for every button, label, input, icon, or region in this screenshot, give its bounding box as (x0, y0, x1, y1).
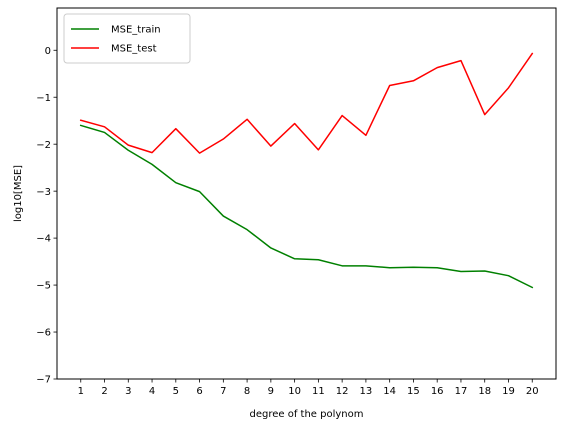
series-line-mse-train (79, 124, 534, 289)
plot-frame (56, 7, 557, 380)
series-lines (79, 52, 534, 289)
legend-frame (63, 13, 191, 64)
legend-label-mse-test: MSE_test (111, 44, 157, 55)
y-tick-label: −6 (36, 328, 51, 339)
y-axis-label: log10[MSE] (13, 165, 24, 222)
x-tick-label: 6 (196, 386, 202, 397)
x-tick-label: 11 (312, 386, 325, 397)
x-tick-label: 18 (478, 386, 491, 397)
y-tick-label: 0 (45, 46, 51, 57)
y-tick-label: −4 (36, 234, 51, 245)
x-tick-label: 1 (78, 386, 84, 397)
x-tick-label: 19 (502, 386, 515, 397)
x-tick-label: 14 (383, 386, 396, 397)
x-tick-label: 2 (101, 386, 107, 397)
x-tick-label: 4 (149, 386, 155, 397)
series-line-mse-test (79, 52, 534, 154)
y-tick-label: −2 (36, 140, 51, 151)
y-tick-label: −3 (36, 187, 51, 198)
x-tick-label: 16 (431, 386, 444, 397)
y-ticks: 0 −1 −2 −3 −4 −5 −6 −7 (36, 46, 57, 386)
x-axis-label: degree of the polynom (250, 409, 364, 420)
x-tick-label: 7 (220, 386, 226, 397)
x-tick-label: 13 (360, 386, 373, 397)
plot-background (57, 8, 556, 379)
x-tick-label: 15 (407, 386, 420, 397)
x-tick-label: 17 (455, 386, 468, 397)
legend-label-mse-train: MSE_train (111, 25, 161, 36)
y-tick-label: −5 (36, 281, 51, 292)
x-tick-label: 12 (336, 386, 349, 397)
legend: MSE_train MSE_test (63, 13, 191, 64)
x-tick-label: 9 (268, 386, 274, 397)
x-tick-label: 8 (244, 386, 250, 397)
y-tick-label: −7 (36, 375, 51, 386)
x-tick-label: 20 (526, 386, 539, 397)
x-ticks: 1 2 3 4 5 6 7 8 9 10 11 12 13 14 15 16 17 18 19 20 (78, 379, 539, 397)
x-tick-label: 3 (125, 386, 131, 397)
y-tick-label: −1 (36, 93, 51, 104)
x-tick-label: 5 (173, 386, 179, 397)
x-tick-label: 10 (288, 386, 301, 397)
